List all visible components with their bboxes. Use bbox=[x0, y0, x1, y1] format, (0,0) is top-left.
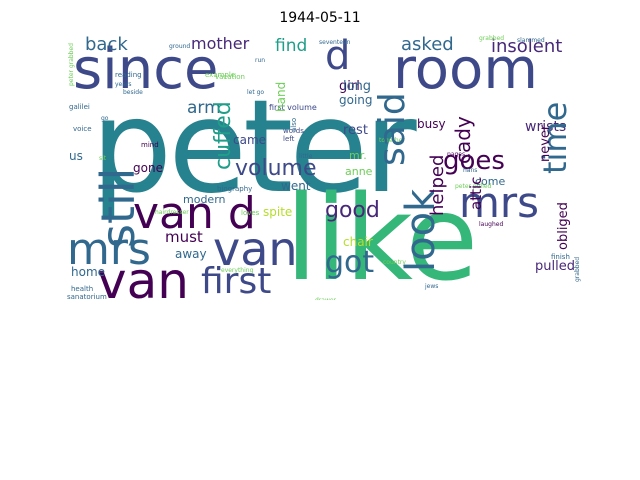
chart-title: 1944-05-11 bbox=[279, 10, 361, 26]
word-home: home bbox=[71, 265, 106, 279]
word-first-volume: first volume bbox=[269, 103, 317, 112]
word-little: little bbox=[299, 153, 313, 160]
word-helped: helped bbox=[427, 154, 448, 216]
word-vacation: vacation bbox=[215, 73, 245, 81]
word-jews: jews bbox=[425, 283, 439, 290]
word-girl: girl bbox=[339, 79, 360, 94]
word-hans: hans bbox=[463, 167, 478, 174]
word-mr: mr. bbox=[349, 149, 367, 162]
word-room: room bbox=[393, 37, 538, 102]
word-long: long bbox=[343, 79, 372, 94]
word-busy: busy bbox=[417, 117, 446, 131]
word-went: went bbox=[281, 179, 311, 193]
word-come: come bbox=[475, 175, 506, 188]
word-words: words bbox=[283, 127, 304, 135]
word-grabbed: grabbed bbox=[479, 35, 505, 42]
word-chair: chair bbox=[343, 235, 373, 249]
word-beside: beside bbox=[123, 89, 143, 96]
word-reading: reading bbox=[115, 71, 142, 79]
word-obliged: obliged bbox=[556, 202, 571, 250]
word-asked: asked bbox=[401, 34, 454, 55]
word-never: never bbox=[538, 124, 553, 162]
word-us: us bbox=[69, 149, 83, 163]
word-away: away bbox=[175, 247, 207, 261]
word-insolent: insolent bbox=[491, 36, 563, 57]
word-van-1: van bbox=[213, 222, 298, 276]
word-got: got bbox=[325, 245, 375, 280]
word-wrists: wrists bbox=[525, 119, 567, 135]
word-back: back bbox=[85, 34, 128, 55]
word-peter-grabbed: peter grabbed bbox=[68, 43, 75, 86]
word-peter: peter bbox=[91, 73, 417, 222]
word-volume: volume bbox=[235, 156, 317, 181]
word-ground: ground bbox=[169, 43, 191, 50]
word-mrs-1: mrs bbox=[67, 224, 151, 275]
word-mind: mind bbox=[141, 141, 159, 149]
word-anne: anne bbox=[345, 165, 373, 178]
word-go: go bbox=[101, 115, 109, 122]
word-slammed: slammed bbox=[517, 37, 545, 44]
word-spite: spite bbox=[263, 205, 293, 219]
word-mrs-2: mrs bbox=[459, 178, 540, 227]
word-rest: rest bbox=[343, 123, 368, 138]
word-pages: pages bbox=[447, 151, 466, 158]
word-loves: loves bbox=[241, 209, 260, 217]
word-grabbed-v: grabbed bbox=[574, 256, 581, 282]
word-cuffed: cuffed bbox=[211, 101, 236, 170]
word-said: said bbox=[372, 92, 413, 166]
word-sanatorium: sanatorium bbox=[67, 293, 107, 301]
word-van-2: van bbox=[97, 252, 189, 300]
word-everything: everything bbox=[221, 267, 254, 274]
word-health: health bbox=[71, 285, 94, 293]
word-hand: hand bbox=[274, 81, 288, 112]
word-years: years bbox=[115, 81, 132, 88]
word-like: like bbox=[285, 169, 478, 300]
word-find: find bbox=[275, 36, 308, 56]
word-also: also bbox=[290, 117, 298, 132]
word-pulled: pulled bbox=[535, 259, 575, 274]
word-must: must bbox=[165, 228, 203, 246]
word-peter-pulled: peter pulled bbox=[455, 183, 492, 190]
word-laughed: laughed bbox=[479, 221, 504, 228]
word-hairdresser: hairdresser bbox=[155, 209, 189, 216]
word-cady: cady bbox=[451, 116, 475, 164]
word-example: example bbox=[205, 71, 236, 79]
word-together: together bbox=[379, 137, 405, 144]
word-van-d: van d bbox=[133, 188, 256, 239]
word-modern: modern bbox=[183, 193, 226, 206]
word-since: since bbox=[73, 37, 219, 102]
word-first: first bbox=[201, 261, 272, 300]
word-voice: voice bbox=[73, 125, 92, 133]
word-sit: sit bbox=[99, 155, 107, 162]
word-left: left bbox=[283, 135, 295, 143]
word-gone: gone bbox=[133, 161, 163, 175]
word-came: came bbox=[233, 133, 267, 147]
word-arm: arm bbox=[187, 98, 221, 118]
word-d: d bbox=[325, 34, 351, 79]
word-still: still bbox=[91, 167, 145, 248]
word-let-go: let go bbox=[247, 89, 265, 96]
word-good: good bbox=[325, 198, 380, 223]
word-attic: attic bbox=[467, 176, 485, 210]
word-goes: goes bbox=[443, 146, 505, 176]
word-galilei: galilei bbox=[69, 103, 90, 111]
word-finish: finish bbox=[551, 253, 570, 261]
word-run: run bbox=[255, 57, 266, 64]
word-biography: biography bbox=[217, 185, 253, 193]
word-drawer: drawer bbox=[315, 298, 336, 301]
word-cloud: peter like since room d van d mrs van va… bbox=[63, 34, 594, 300]
word-going: going bbox=[339, 93, 373, 107]
word-country: country bbox=[383, 259, 406, 266]
word-mother: mother bbox=[191, 34, 250, 53]
word-seventeen: seventeen bbox=[319, 39, 351, 46]
